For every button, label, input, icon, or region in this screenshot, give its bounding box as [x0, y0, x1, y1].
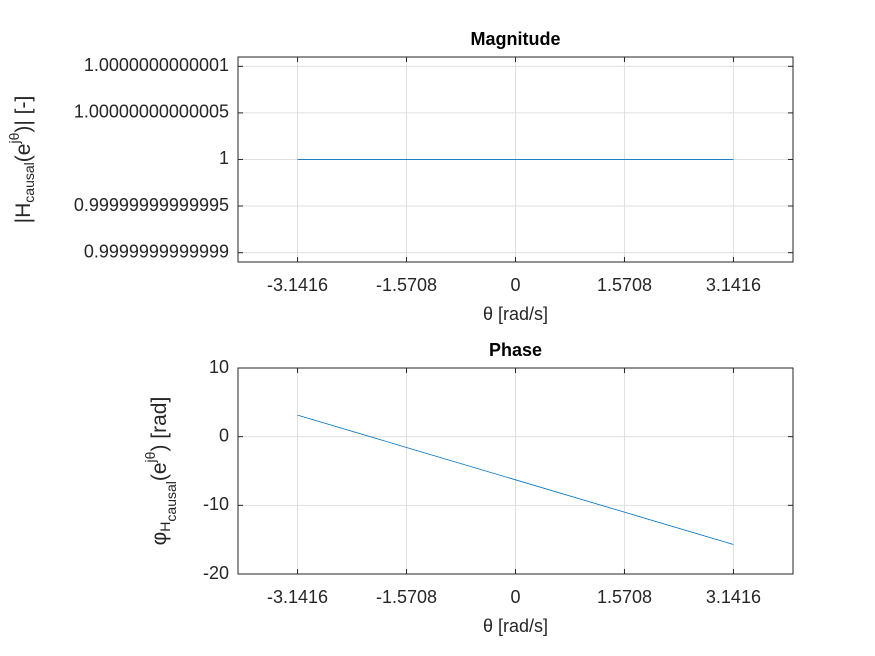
x-tick-label: 1.5708: [597, 587, 652, 607]
y-tick-label: -10: [203, 494, 229, 514]
y-tick-label: -20: [203, 563, 229, 583]
x-tick-label: 0: [510, 275, 520, 295]
y-axis-label-part: φ: [148, 532, 171, 546]
y-axis-label: φHcausal(ejθ) [rad]: [142, 397, 179, 546]
x-tick-label: 0: [510, 587, 520, 607]
y-tick-label: 10: [209, 357, 229, 377]
y-axis-label-part: (e: [12, 144, 35, 163]
y-tick-label: 0.99999999999995: [74, 195, 229, 215]
x-axis-label: θ [rad/s]: [483, 304, 548, 324]
x-tick-label: 3.1416: [706, 587, 761, 607]
y-axis-label-part: causal: [21, 162, 37, 202]
y-axis-label-part: causal: [163, 481, 179, 521]
y-tick-label: 1.00000000000005: [74, 102, 229, 122]
y-axis-label-part: (e: [148, 462, 171, 481]
x-tick-label: -1.5708: [376, 587, 437, 607]
y-axis-label-part: |H: [12, 203, 35, 224]
x-tick-label: -3.1416: [267, 275, 328, 295]
chart-title: Magnitude: [471, 29, 561, 49]
y-axis-label-part: jθ: [142, 451, 158, 463]
y-tick-label: 1: [219, 148, 229, 168]
y-axis-label-part: )| [-]: [12, 96, 35, 133]
y-tick-label: 0.9999999999999: [84, 241, 229, 261]
x-axis-label: θ [rad/s]: [483, 616, 548, 636]
data-line: [297, 414, 734, 545]
y-axis-label-part: H: [157, 522, 173, 532]
y-axis-label-part: jθ: [6, 132, 22, 144]
y-axis-label-part: ) [rad]: [148, 397, 171, 452]
chart-title: Phase: [489, 340, 542, 360]
x-tick-label: -3.1416: [267, 587, 328, 607]
axes-box: [237, 367, 794, 575]
y-tick-label: 1.0000000000001: [84, 55, 229, 75]
x-tick-label: 1.5708: [597, 275, 652, 295]
y-axis-label: |Hcausal(ejθ)| [-]: [6, 96, 37, 224]
y-tick-label: 0: [219, 425, 229, 445]
axes-box: [237, 56, 794, 263]
x-tick-label: 3.1416: [706, 275, 761, 295]
x-tick-label: -1.5708: [376, 275, 437, 295]
